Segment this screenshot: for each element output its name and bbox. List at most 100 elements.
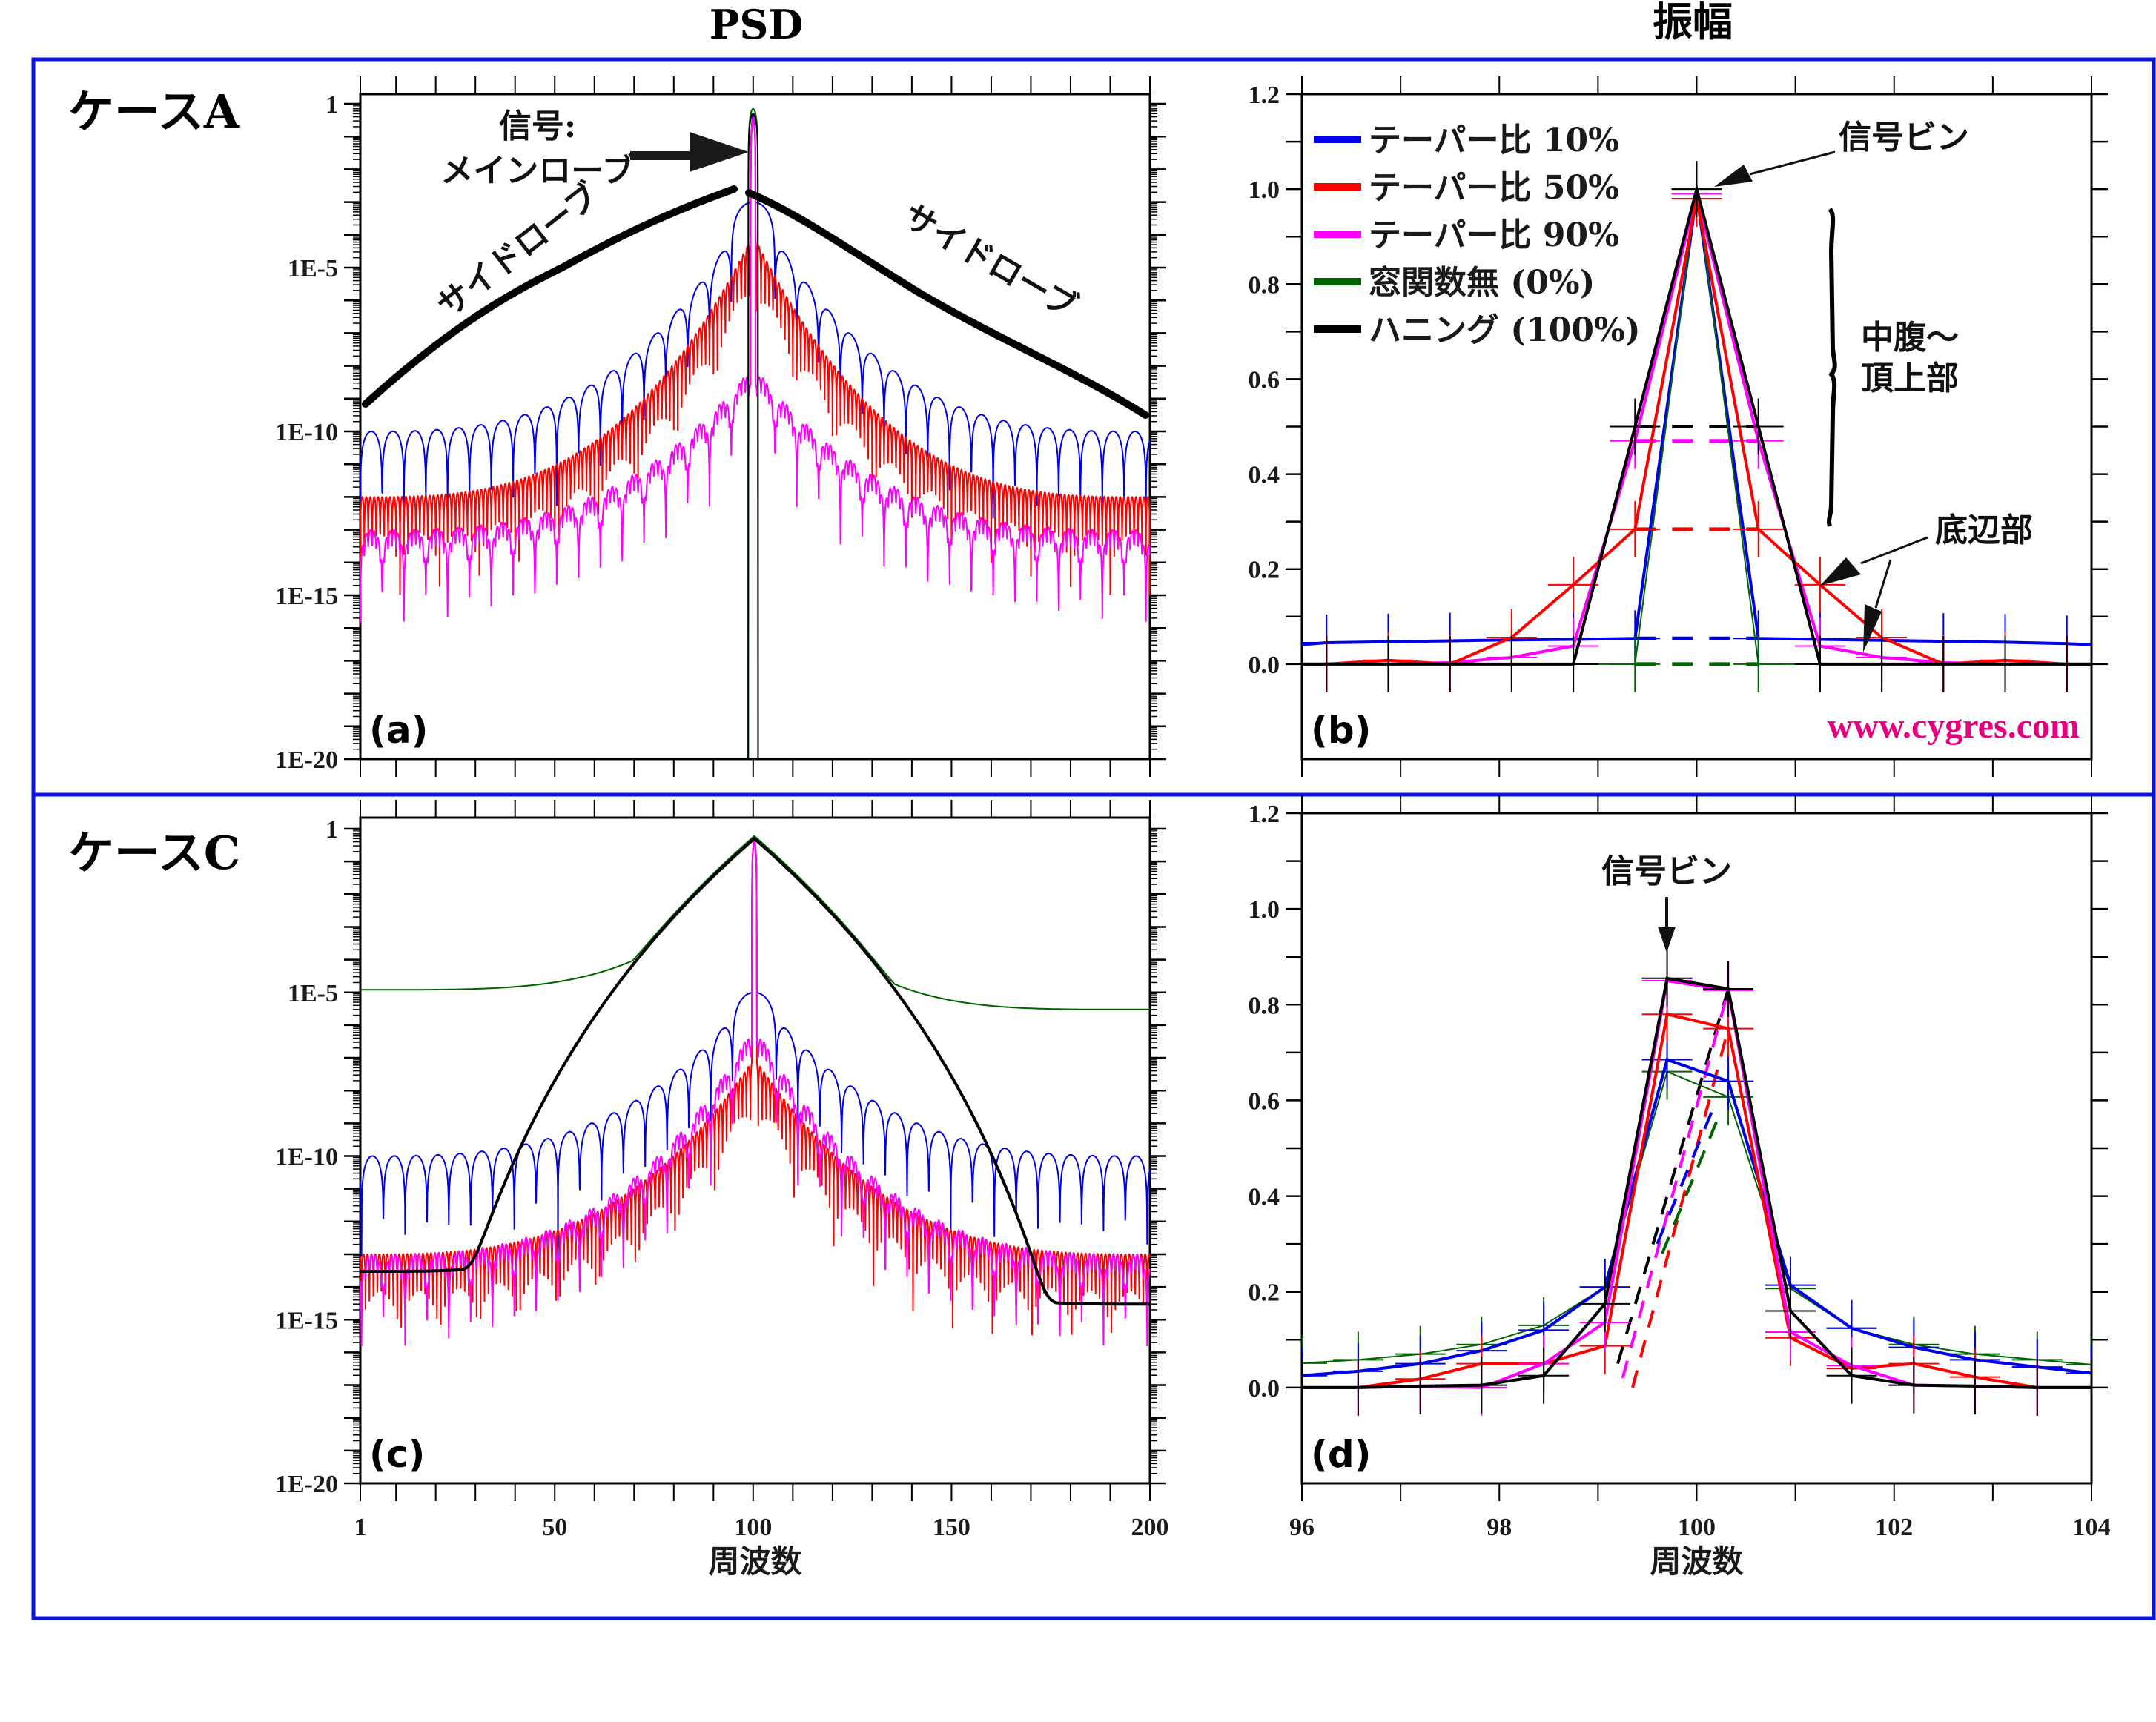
signal-bin-arrow-icon	[1714, 165, 1753, 187]
x-tick-label: 102	[1875, 1514, 1913, 1541]
annotations-b: 信号ビン 中腹～ 頂上部 底辺部 www.cygres.com	[1714, 119, 2080, 746]
y-tick-label: 1.2	[1249, 801, 1280, 828]
y-tick-label: 0.2	[1249, 557, 1280, 584]
x-tick-label: 98	[1487, 1514, 1512, 1541]
base-label: 底辺部	[1935, 511, 2033, 549]
base-arrow-line-2	[1874, 559, 1892, 609]
panel-tag: (d)	[1311, 1433, 1372, 1476]
base-arrow-icon-1	[1820, 557, 1861, 586]
sidelobe-label-right: サイドローブ	[897, 196, 1084, 326]
x-tick-label: 104	[2073, 1514, 2111, 1541]
panel-a: 1 1E-5 1E-10 1E-15 1E-20 (a)	[275, 76, 1166, 777]
y-tick-label: 1.2	[1249, 82, 1280, 109]
plot-frame	[359, 816, 1151, 1485]
x-axis-title: 周波数	[1650, 1543, 1743, 1580]
mainlobe-label-line2: メインローブ	[440, 152, 634, 190]
series-taper10	[1302, 193, 2091, 646]
x-tick-label: 1	[354, 1514, 367, 1541]
y-tick-label: 0.4	[1249, 1184, 1280, 1211]
series-hann	[1302, 183, 2091, 666]
legend: テーパー比 10% テーパー比 50% テーパー比 90% 窓関数無 (0%) ハニング…	[1314, 122, 1641, 349]
y-tick-label: 0.0	[1249, 1375, 1280, 1403]
legend-label-taper10: テーパー比 10%	[1369, 122, 1619, 159]
x-tick-label: 96	[1289, 1514, 1315, 1541]
y-tick-label: 0.0	[1249, 652, 1280, 679]
y-tick-label: 1E-5	[288, 980, 338, 1007]
signal-bin-label-d: 信号ビン	[1601, 852, 1732, 890]
series-rect	[747, 107, 759, 759]
series-rect	[360, 835, 1150, 1010]
y-tick-label: 0.6	[1249, 366, 1280, 394]
dashed-line-taper10	[1656, 1099, 1718, 1245]
column-title-amplitude: 振幅	[1653, 0, 1733, 45]
y-tick-label: 1.0	[1249, 176, 1280, 204]
series-taper90	[360, 116, 1150, 623]
dashed-line-rect	[1661, 1109, 1723, 1254]
base-arrow-icon-2	[1863, 604, 1882, 652]
y-tick-label: 0.8	[1249, 271, 1280, 299]
legend-label-taper50: テーパー比 50%	[1369, 169, 1619, 207]
y-tick-label: 1	[325, 816, 338, 844]
x-axis-title: 周波数	[708, 1543, 801, 1580]
y-tick-label: 1E-15	[275, 1307, 338, 1334]
annotations-d: 信号ビン	[1601, 852, 1732, 953]
y-tick-label: 1	[325, 91, 338, 119]
panel-tag: (b)	[1311, 709, 1372, 752]
y-tick-label: 1E-20	[275, 1471, 338, 1498]
y-tick-label: 0.4	[1249, 462, 1280, 489]
sidelobe-right-arrow-icon	[745, 189, 1149, 419]
y-tick-label: 0.2	[1249, 1279, 1280, 1307]
y-tick-label: 1.0	[1249, 896, 1280, 924]
y-tick-label: 0.6	[1249, 1087, 1280, 1115]
plot-frame	[359, 93, 1151, 761]
mainlobe-arrow-icon	[630, 132, 749, 172]
panel-tag: (c)	[369, 1433, 425, 1476]
x-tick-label: 150	[933, 1514, 970, 1541]
series-taper90	[360, 838, 1150, 1347]
legend-label-hann: ハニング (100%)	[1369, 311, 1641, 349]
plot-area	[1302, 950, 2091, 1416]
signal-bin-arrow-line	[1749, 150, 1836, 176]
sidelobe-label-left: サイドローブ	[430, 176, 606, 325]
y-tick-label: 1E-15	[275, 583, 338, 610]
series-hann	[747, 113, 759, 759]
series-hann	[360, 836, 1150, 1306]
series-taper10	[1302, 1057, 2091, 1377]
x-tick-label: 100	[734, 1514, 772, 1541]
plot-area	[360, 835, 1150, 1347]
series-taper10	[360, 838, 1150, 1262]
signal-bin-label-b: 信号ビン	[1839, 119, 1969, 156]
base-arrow-line-1	[1860, 536, 1928, 565]
y-tick-label: 1E-20	[275, 746, 338, 774]
mid-top-brace-icon	[1827, 207, 1837, 527]
y-tick-label: 1E-10	[275, 419, 338, 446]
y-tick-label: 1E-10	[275, 1144, 338, 1171]
sidelobe-left-arrow-icon	[362, 185, 738, 408]
case-label-c: ケースC	[68, 826, 240, 880]
series-taper50	[1302, 1012, 2091, 1389]
dashed-line-taper90	[1621, 990, 1730, 1379]
series-rect	[1302, 1070, 2091, 1365]
legend-label-taper90: テーパー比 90%	[1369, 216, 1619, 254]
panel-b: 0.0 0.2 0.4 0.6 0.8 1.0 1.2 (b)	[1249, 76, 2108, 777]
case-label-a: ケースA	[68, 85, 240, 139]
outer-frame	[31, 57, 2156, 1620]
panel-tag: (a)	[369, 709, 428, 752]
legend-label-rect: 窓関数無 (0%)	[1369, 264, 1595, 302]
plot-area	[1302, 161, 2091, 692]
series-rect	[1302, 188, 2091, 665]
dashed-line-hann	[1616, 988, 1730, 1365]
mid-top-label-line2: 頂上部	[1861, 360, 1959, 397]
mainlobe-label-line1: 信号:	[499, 107, 576, 145]
mid-top-label-line1: 中腹～	[1861, 319, 1959, 357]
x-tick-label: 200	[1131, 1514, 1169, 1541]
y-tick-label: 1E-5	[288, 255, 338, 282]
column-title-psd: PSD	[710, 1, 803, 48]
plot-area	[360, 107, 1150, 759]
x-tick-label: 100	[1678, 1514, 1716, 1541]
signal-bin-down-arrow-icon	[1658, 927, 1676, 953]
case-frame	[31, 57, 2156, 1620]
x-tick-label: 50	[542, 1514, 567, 1541]
